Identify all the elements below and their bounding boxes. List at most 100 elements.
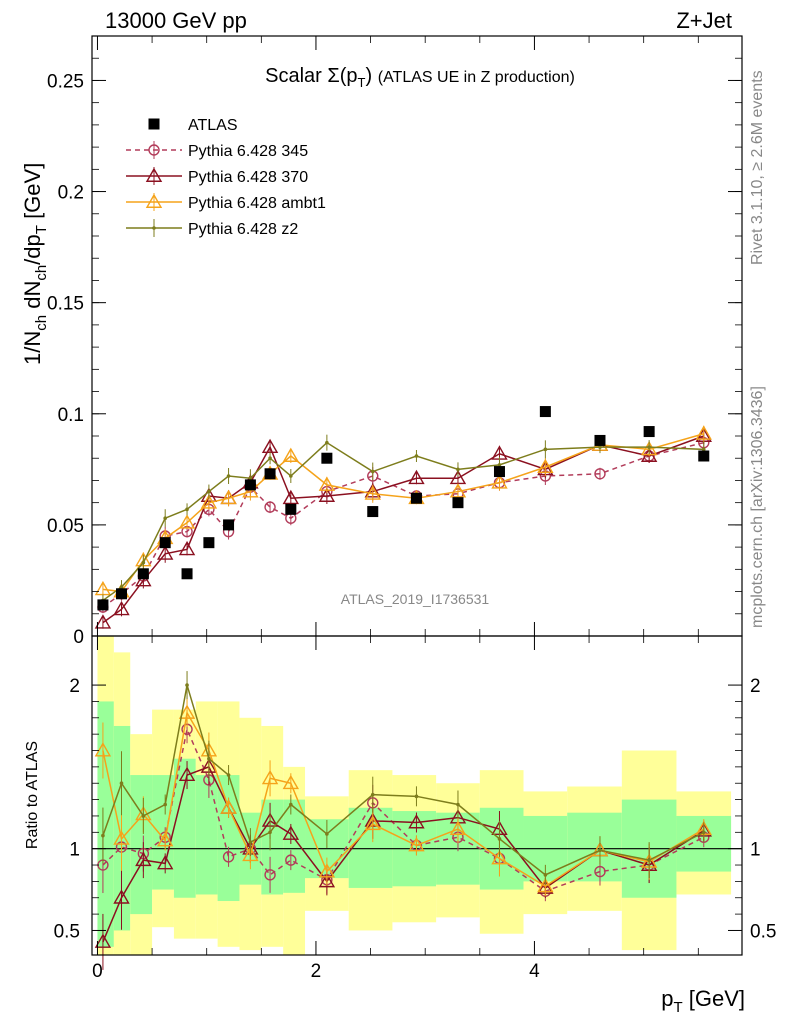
ratio-3-point-3 [163, 802, 167, 807]
ratio-3-point-9 [289, 802, 293, 807]
ratio-3-point-15 [543, 873, 548, 877]
title-rest: (ATLAS UE in Z production) [378, 69, 575, 86]
atlas-point-6 [223, 519, 235, 531]
ratio-ytick-label-left-2: 2 [69, 676, 80, 697]
green-band-5 [195, 775, 218, 895]
xtick-label-2: 4 [529, 961, 540, 982]
atlas-point-0 [97, 599, 109, 611]
series-3-point-17 [647, 445, 651, 449]
series-1-point-3 [156, 545, 174, 560]
ratio-3-point-16 [598, 848, 602, 853]
ratio-3-point-2 [141, 814, 146, 818]
series-line-3 [102, 441, 704, 602]
ratio-3-point-17 [647, 858, 651, 862]
series-3-point-15 [543, 447, 548, 452]
ratio-0-point-6 [222, 851, 235, 863]
ratio-1-point-2 [135, 851, 152, 867]
chart-title: Scalar Σ(pT) (ATLAS UE in Z production) [265, 65, 575, 90]
ratio-2-point-13 [449, 820, 467, 835]
atlas-point-16 [594, 434, 606, 446]
ratio-2-point-14 [491, 850, 508, 865]
legend-label-4: Pythia 6.428 z2 [188, 221, 298, 238]
series-2-point-7 [242, 483, 259, 498]
process-label: Z+Jet [676, 8, 732, 33]
xtick-label-0: 0 [92, 961, 103, 982]
ratio-3-point-12 [414, 794, 419, 799]
ratio-ytick-label-left-1: 1 [69, 840, 80, 861]
legend-label-0: ATLAS [188, 117, 238, 134]
series-1-point-2 [135, 572, 152, 587]
ratio-2-point-8 [261, 769, 279, 785]
atlas-point-10 [321, 452, 333, 464]
series-3-point-12 [414, 454, 419, 458]
series-3-point-4 [185, 507, 189, 512]
series-3-point-14 [497, 463, 502, 467]
series-2-point-9 [282, 447, 300, 462]
legend-label-1: Pythia 6.428 345 [188, 143, 308, 160]
series-1-point-1 [113, 600, 130, 616]
series-3-point-8 [268, 456, 272, 461]
series-2-point-5 [200, 494, 218, 509]
ratio-3-point-11 [370, 792, 375, 797]
ratio-3-point-5 [207, 756, 211, 761]
green-band-8 [261, 799, 284, 895]
series-2-point-4 [178, 514, 196, 529]
series-3-point-11 [370, 469, 375, 474]
atlas-point-17 [643, 426, 655, 438]
ratio-ylabel: Ratio to ATLAS [24, 741, 41, 849]
top-ylabel: 1/Nch dNch/dpT [GeV] [20, 163, 50, 365]
ratio-2-point-10 [318, 863, 336, 878]
ratio-2-point-1 [113, 830, 130, 845]
green-band-4 [173, 758, 196, 898]
ratio-1-point-1 [113, 889, 130, 904]
x-axis-label-sub: T [673, 999, 682, 1016]
top-ytick-label-4: 0.2 [58, 183, 84, 204]
series-3-point-13 [456, 467, 460, 472]
green-band-6 [217, 775, 240, 902]
series-line-2 [102, 433, 704, 593]
atlas-point-18 [698, 450, 710, 462]
series-2-point-14 [491, 474, 508, 489]
ratio-2-point-12 [408, 836, 425, 852]
legend-marker-0 [148, 118, 160, 130]
ratio-1-point-10 [318, 872, 336, 888]
series-0-point-8 [264, 501, 276, 513]
ratio-2-point-15 [537, 877, 554, 893]
ratio-3-point-14 [497, 837, 502, 841]
legend-label-2: Pythia 6.428 370 [188, 169, 308, 186]
ratio-2-point-4 [178, 704, 196, 719]
series-3-point-9 [289, 474, 293, 478]
atlas-point-5 [203, 537, 215, 549]
atlas-point-15 [539, 406, 551, 418]
green-band-1 [113, 725, 131, 931]
series-2-point-18 [695, 425, 712, 440]
top-ytick-label-0: 0 [73, 627, 84, 648]
atlas-point-4 [181, 568, 193, 580]
x-axis-label-main: p [661, 986, 673, 1011]
series-2-point-15 [537, 458, 554, 474]
atlas-point-11 [367, 506, 379, 518]
legend-marker-2 [145, 167, 163, 182]
top-ytick-label-3: 0.15 [47, 294, 84, 315]
ratio-3-point-1 [119, 781, 124, 786]
bottom-frame [91, 635, 743, 956]
top-ytick-label-2: 0.1 [58, 405, 84, 426]
top-ytick-label-5: 0.25 [47, 71, 84, 92]
legend-marker-1 [148, 144, 160, 156]
series-3-point-18 [701, 447, 706, 452]
atlas-point-7 [244, 479, 256, 491]
ratio-2-point-9 [282, 774, 300, 790]
atlas-point-14 [493, 466, 505, 478]
energy-label: 13000 GeV pp [105, 8, 247, 33]
atlas-point-13 [452, 497, 464, 509]
ratio-1-point-12 [408, 814, 425, 829]
series-2-point-13 [449, 483, 467, 498]
series-1-point-4 [178, 540, 196, 556]
ratio-2-point-6 [220, 799, 237, 814]
atlas-point-9 [285, 503, 297, 515]
ratio-panel-marks [94, 671, 712, 970]
series-2-point-10 [318, 476, 336, 491]
legend-marker-4 [152, 226, 156, 230]
series-3-point-10 [325, 440, 329, 445]
